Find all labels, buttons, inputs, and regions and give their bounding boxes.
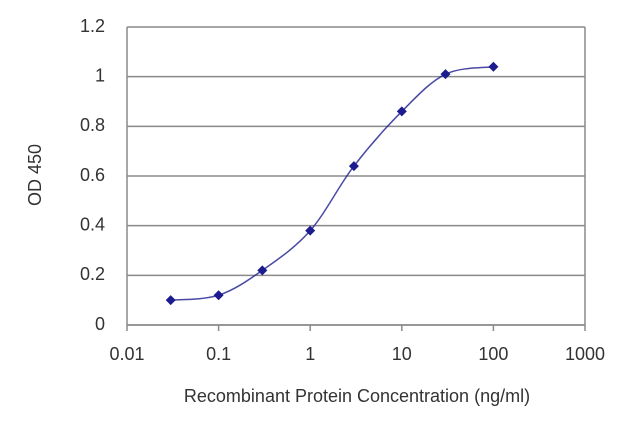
y-axis-label: OD 450 [25, 144, 45, 206]
y-tick-label: 0 [95, 314, 105, 334]
marker [165, 295, 176, 306]
y-tick-label: 1.2 [80, 16, 105, 36]
x-tick-label: 0.01 [109, 344, 144, 364]
x-tick-label: 1000 [565, 344, 605, 364]
marker [488, 61, 499, 72]
marker [396, 106, 407, 117]
x-tick-label: 10 [392, 344, 412, 364]
marker [440, 69, 451, 80]
x-tick-label: 1 [305, 344, 315, 364]
curve [170, 65, 494, 301]
marker [257, 265, 268, 276]
marker [348, 161, 359, 172]
y-tick-label: 0.2 [80, 264, 105, 284]
x-tick-label: 0.1 [206, 344, 231, 364]
y-tick-label: 0.6 [80, 165, 105, 185]
y-tick-label: 0.4 [80, 214, 105, 234]
y-tick-label: 1 [95, 65, 105, 85]
x-tick-label: 100 [478, 344, 508, 364]
x-axis-label: Recombinant Protein Concentration (ng/ml… [184, 386, 530, 406]
y-tick-label: 0.8 [80, 115, 105, 135]
marker [213, 290, 224, 301]
marker [305, 225, 316, 236]
